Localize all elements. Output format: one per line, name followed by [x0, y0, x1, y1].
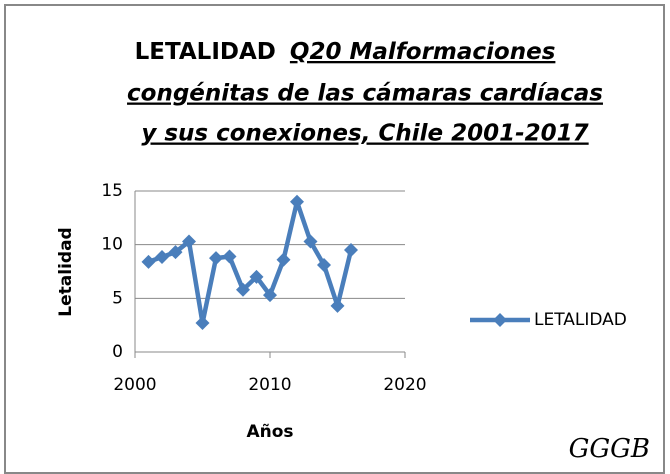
title-emphasis: y sus conexiones, Chile 2001-2017: [141, 121, 588, 147]
point-marker: [141, 254, 156, 269]
chart-title: LETALIDAD Q20 Malformaciones: [135, 39, 556, 65]
x-axis-label: Años: [246, 422, 293, 442]
point-marker: [249, 269, 264, 284]
point-marker: [263, 288, 277, 303]
y-tick-label: 0: [112, 342, 123, 362]
y-tick-label: 5: [112, 288, 123, 308]
y-tick-label: 10: [101, 235, 123, 255]
point-marker: [168, 245, 183, 260]
point-marker: [276, 252, 291, 267]
series-line: [147, 199, 354, 326]
point-marker: [290, 194, 304, 209]
y-axis-label: Letalidad: [56, 227, 76, 316]
point-marker: [222, 249, 237, 264]
x-tick-label: 2000: [113, 375, 156, 395]
point-marker: [317, 258, 331, 273]
point-marker: [182, 234, 196, 249]
chart-frame: [4, 4, 665, 474]
legend-label: LETALIDAD: [534, 310, 627, 330]
watermark: GGGB: [569, 434, 650, 464]
point-marker: [330, 298, 345, 313]
point-marker: [236, 282, 250, 297]
y-tick-label: 15: [101, 181, 123, 201]
title-plain: LETALIDAD: [135, 39, 276, 65]
title-emphasis: congénitas de las cámaras cardíacas: [127, 81, 603, 107]
x-tick-label: 2010: [248, 375, 291, 395]
x-tick-label: 2020: [383, 375, 426, 395]
point-marker: [155, 250, 169, 265]
legend-marker: [493, 313, 507, 327]
point-marker: [195, 316, 210, 331]
point-marker: [303, 234, 318, 249]
point-marker: [209, 251, 223, 266]
point-marker: [344, 243, 358, 258]
title-emphasis: Q20 Malformaciones: [290, 39, 555, 65]
